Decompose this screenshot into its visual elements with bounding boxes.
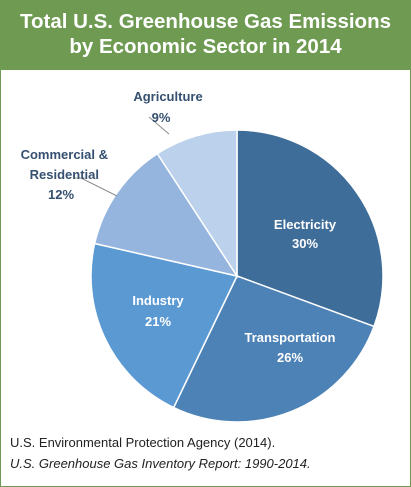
pie-chart-area: Electricity 30% Transportation 26% Indus… — [1, 70, 410, 430]
transportation-label: Transportation — [244, 330, 335, 345]
agriculture-value-label: 9% — [152, 110, 171, 125]
pie-slice-agriculture — [156, 129, 238, 279]
transportation-value-label: 26% — [277, 350, 303, 365]
pie-slice-commercial-residential — [93, 152, 239, 278]
electricity-value-label: 30% — [292, 236, 318, 251]
commercial-value-label: 12% — [48, 187, 74, 202]
pie-slices — [90, 129, 384, 423]
chart-title: Total U.S. Greenhouse Gas Emissions by E… — [1, 1, 410, 70]
electricity-label: Electricity — [274, 217, 337, 232]
agriculture-label: Agriculture — [133, 89, 202, 104]
pie-chart: Electricity 30% Transportation 26% Indus… — [21, 89, 384, 423]
source-citation: U.S. Environmental Protection Agency (20… — [10, 432, 311, 474]
commercial-label-line1: Commercial & — [21, 147, 108, 162]
commercial-leader-line — [73, 177, 118, 197]
chart-title-line2: by Economic Sector in 2014 — [69, 35, 342, 58]
chart-title-line1: Total U.S. Greenhouse Gas Emissions — [19, 10, 391, 33]
source-line1: U.S. Environmental Protection Agency (20… — [10, 435, 276, 450]
pie-slice-transportation — [172, 275, 375, 423]
agriculture-leader-line — [148, 116, 170, 135]
industry-value-label: 21% — [145, 314, 171, 329]
commercial-label-line2: Residential — [30, 167, 99, 182]
pie-slice-electricity — [236, 129, 384, 328]
industry-label: Industry — [132, 293, 184, 308]
source-line2: U.S. Greenhouse Gas Inventory Report: 19… — [10, 456, 311, 471]
pie-slice-industry — [90, 242, 239, 409]
